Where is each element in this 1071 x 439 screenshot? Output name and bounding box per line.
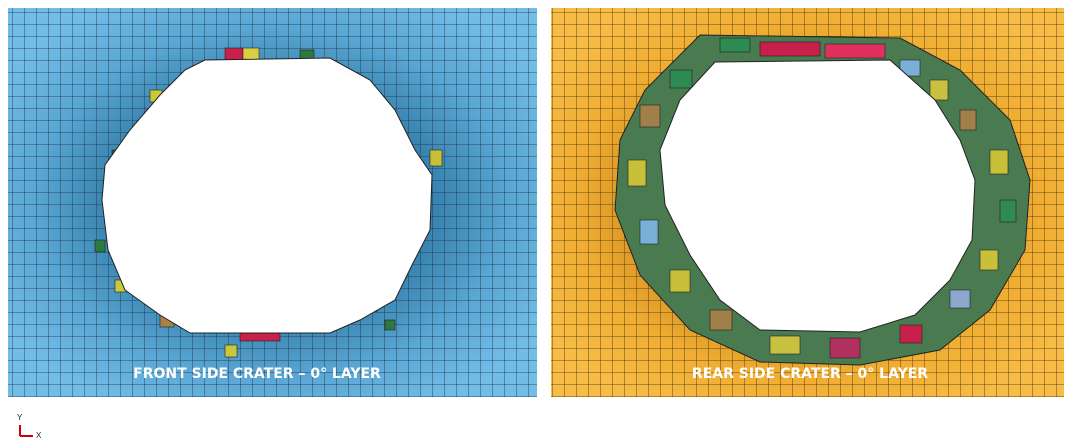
x-axis-label: X [36,431,42,439]
panel-label: REAR SIDE CRATER – 0° LAYER [692,366,928,382]
figure: FRONT SIDE CRATER – 0° LAYER [0,0,1071,439]
front-panel: FRONT SIDE CRATER – 0° LAYER [8,8,537,397]
panel-label: FRONT SIDE CRATER – 0° LAYER [133,366,381,382]
page: FRONT SIDE CRATER – 0° LAYER [0,0,1071,439]
axis-triad: Y X [17,413,42,439]
rear-panel: REAR SIDE CRATER – 0° LAYER [551,8,1064,397]
y-axis-label: Y [17,413,23,422]
